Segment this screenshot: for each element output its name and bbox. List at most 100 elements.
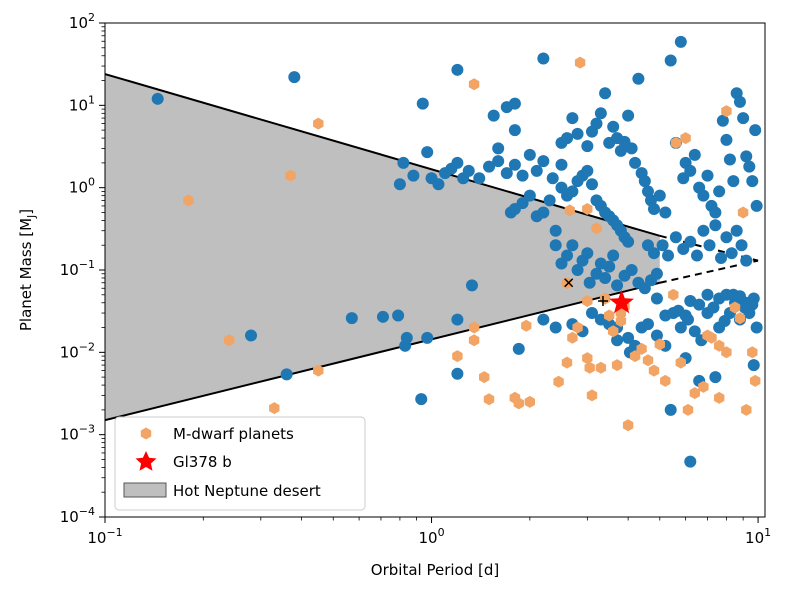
data-point-m-dwarf xyxy=(741,403,752,416)
data-point-planet xyxy=(451,63,464,76)
data-point-planet xyxy=(508,97,521,110)
data-point-planet xyxy=(516,197,529,210)
data-point-planet xyxy=(707,301,720,314)
y-tick-label: 101 xyxy=(69,93,95,114)
data-point-planet xyxy=(622,109,635,122)
y-tick-label: 100 xyxy=(69,176,95,197)
data-point-m-dwarf xyxy=(582,203,593,215)
data-point-m-dwarf xyxy=(747,346,758,359)
desert-region xyxy=(105,74,660,421)
legend-item-m-dwarf: M-dwarf planets xyxy=(140,425,294,443)
data-point-planet xyxy=(650,267,663,280)
data-point-planet xyxy=(415,393,428,406)
data-point-planet xyxy=(451,313,464,326)
data-point-planet xyxy=(566,239,579,252)
data-point-m-dwarf xyxy=(698,380,709,393)
data-point-planet xyxy=(581,140,594,153)
x-marker xyxy=(564,278,574,288)
data-point-planet xyxy=(723,153,736,166)
data-point-planet xyxy=(688,148,701,161)
data-point-m-dwarf xyxy=(714,391,725,404)
data-point-planet xyxy=(549,239,562,252)
data-point-planet xyxy=(625,142,638,155)
legend-label-desert: Hot Neptune desert xyxy=(173,482,321,500)
data-point-planet xyxy=(537,155,550,168)
data-point-planet xyxy=(730,224,743,237)
data-point-m-dwarf xyxy=(521,319,532,332)
legend-frame xyxy=(114,416,366,511)
data-point-planet xyxy=(392,309,405,322)
data-point-m-dwarf xyxy=(582,295,593,307)
data-point-m-dwarf xyxy=(591,222,602,235)
plus-marker xyxy=(597,296,608,307)
data-point-planet xyxy=(280,368,293,381)
data-point-m-dwarf xyxy=(660,374,671,387)
data-point-planet xyxy=(713,185,726,198)
legend-item-desert: Hot Neptune desert xyxy=(123,482,321,500)
data-point-m-dwarf xyxy=(714,339,725,352)
data-point-planet xyxy=(345,312,358,325)
data-point-m-dwarf xyxy=(584,361,595,374)
data-point-planet xyxy=(638,175,651,188)
data-point-m-dwarf xyxy=(622,419,634,432)
data-point-m-dwarf xyxy=(604,309,615,322)
data-point-planet xyxy=(703,239,716,252)
data-point-planet xyxy=(684,164,697,177)
data-point-planet xyxy=(516,169,529,182)
data-point-planet xyxy=(647,247,660,260)
data-point-m-dwarf xyxy=(615,315,627,327)
data-point-planet xyxy=(393,178,406,191)
data-point-planet xyxy=(611,279,624,292)
data-point-planet xyxy=(659,206,672,219)
data-point-m-dwarf xyxy=(611,359,623,372)
data-point-planet xyxy=(566,185,579,198)
data-point-m-dwarf xyxy=(629,350,641,363)
x-axis-label: Orbital Period [d] xyxy=(371,561,499,579)
data-point-planet xyxy=(245,329,258,342)
data-point-m-dwarf xyxy=(269,402,280,415)
data-point-planet xyxy=(746,298,759,311)
data-point-planet xyxy=(549,321,562,334)
data-point-m-dwarf xyxy=(721,346,732,359)
data-point-m-dwarf xyxy=(574,56,586,69)
data-point-planet xyxy=(632,72,645,85)
data-point-m-dwarf xyxy=(648,364,660,377)
data-point-planet xyxy=(594,107,607,120)
data-point-planet xyxy=(701,288,714,301)
data-point-planet xyxy=(151,92,164,105)
data-point-m-dwarf xyxy=(561,356,573,369)
data-point-planet xyxy=(421,146,434,159)
data-point-planet xyxy=(629,156,642,169)
data-point-planet xyxy=(709,206,722,219)
data-point-planet xyxy=(492,142,505,155)
y-tick-label: 102 xyxy=(69,11,95,32)
data-point-planet xyxy=(664,403,677,416)
data-point-planet xyxy=(537,206,550,219)
data-point-planet xyxy=(647,203,660,216)
data-point-planet xyxy=(720,231,733,244)
data-point-planet xyxy=(622,331,635,344)
desert-lower-boundary-extension xyxy=(659,259,759,284)
data-point-planet xyxy=(716,114,729,127)
data-point-planet xyxy=(684,235,697,248)
data-point-m-dwarf xyxy=(483,393,495,406)
data-point-m-dwarf xyxy=(737,206,749,219)
data-point-planet xyxy=(421,331,434,344)
data-point-m-dwarf xyxy=(452,350,463,363)
data-point-planet xyxy=(662,249,675,262)
desert-lower-boundary xyxy=(105,281,661,422)
data-point-m-dwarf xyxy=(582,352,593,365)
data-point-m-dwarf xyxy=(183,194,194,207)
data-point-m-dwarf xyxy=(468,78,480,91)
data-point-planet xyxy=(750,321,763,334)
data-point-planet xyxy=(674,321,687,334)
data-point-planet xyxy=(473,172,486,185)
scatter-points xyxy=(151,35,763,468)
data-point-m-dwarf xyxy=(564,204,575,217)
data-point-planet xyxy=(656,239,669,252)
data-point-planet xyxy=(465,279,478,292)
data-point-planet xyxy=(583,276,596,289)
data-point-planet xyxy=(492,155,505,168)
data-point-planet xyxy=(641,318,654,331)
data-point-m-dwarf xyxy=(468,334,480,347)
